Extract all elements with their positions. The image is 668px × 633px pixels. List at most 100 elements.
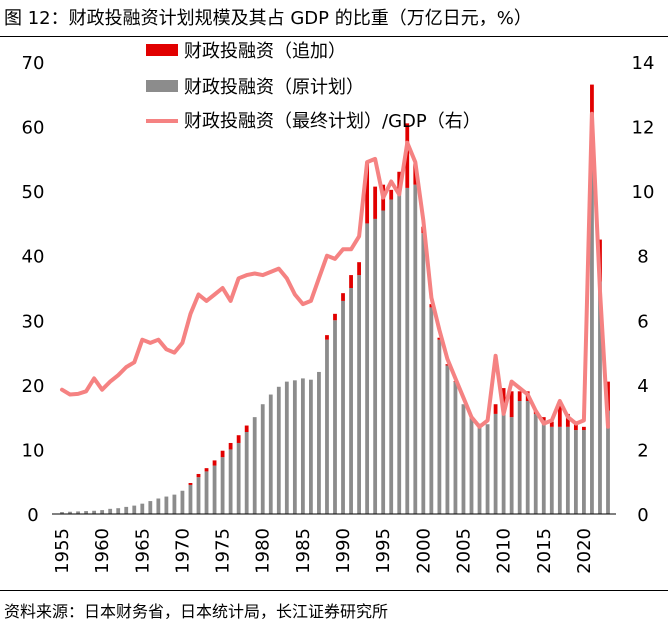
- bar-original-2006: [469, 417, 474, 514]
- bar-original-1957: [76, 511, 80, 514]
- bar-added-1996: [389, 189, 394, 200]
- legend-label-ratio: 财政投融资（最终计划）/GDP（右）: [184, 111, 481, 132]
- x-tick-labels: 1955 1960 1965 1970 1975 1980 1985 1990 1995 2000…: [52, 528, 595, 574]
- bar-added-1994: [373, 186, 378, 219]
- bar-original-1970: [180, 490, 185, 514]
- bar-original-1991: [349, 288, 353, 514]
- bar-original-1968: [164, 496, 169, 514]
- bar-added-1977: [236, 435, 241, 443]
- bar-original-1992: [357, 275, 361, 514]
- bar-original-1960: [100, 510, 105, 514]
- y-right-tick: 6: [637, 311, 648, 332]
- bar-added-2015: [541, 417, 546, 421]
- bar-added-1991: [349, 275, 353, 288]
- bar-original-1998: [405, 187, 410, 514]
- bar-original-2002: [437, 339, 442, 514]
- bar-original-1974: [212, 465, 217, 514]
- bar-original-1969: [172, 494, 177, 514]
- bar-original-2012: [517, 401, 522, 514]
- bar-original-1993: [365, 223, 370, 514]
- bar-original-2022: [598, 281, 602, 514]
- x-tick: 1960: [92, 528, 113, 574]
- bar-original-2017: [557, 426, 562, 514]
- legend-swatch-original: [146, 80, 178, 92]
- bar-original-1964: [132, 505, 137, 514]
- bar-original-1985: [300, 378, 305, 514]
- legend-label-original: 财政投融资（原计划）: [184, 77, 364, 98]
- bar-added-1975: [220, 450, 225, 458]
- bar-original-1963: [124, 506, 129, 514]
- x-tick: 2000: [413, 528, 434, 574]
- bottom-rule: [0, 590, 668, 591]
- bar-original-2005: [461, 404, 466, 514]
- bar-original-1984: [292, 380, 297, 514]
- x-tick: 1970: [172, 528, 193, 574]
- bar-original-1990: [341, 300, 345, 514]
- bar-original-2008: [485, 424, 490, 514]
- bar-added-2017: [557, 401, 562, 427]
- bar-original-1987: [317, 371, 321, 514]
- y-left-tick: 50: [22, 182, 45, 203]
- x-tick: 1990: [333, 528, 354, 574]
- bar-added-1972: [196, 473, 201, 478]
- bar-original-2003: [445, 365, 450, 514]
- y-right-tick: 8: [637, 247, 648, 268]
- y-left-tick: 10: [22, 440, 45, 461]
- bar-original-1997: [397, 191, 402, 514]
- bar-original-1966: [148, 501, 153, 514]
- bar-original-1975: [220, 457, 225, 514]
- x-tick: 2015: [534, 528, 555, 574]
- bar-added-2019: [573, 423, 578, 431]
- bar-original-2020: [582, 430, 586, 514]
- bar-original-1995: [381, 210, 386, 514]
- bar-original-1988: [325, 339, 329, 514]
- bar-original-2019: [573, 430, 578, 514]
- figure-title: 图 12：财政投融资计划规模及其占 GDP 的比重（万亿日元，%）: [4, 8, 532, 29]
- legend-swatch-added: [146, 44, 178, 56]
- bar-original-1956: [68, 511, 72, 514]
- top-rule: [0, 36, 668, 37]
- bar-original-2007: [477, 423, 482, 514]
- y-left-tick: 60: [22, 118, 45, 139]
- x-tick: 1995: [373, 528, 394, 574]
- source-note: 资料来源：日本财务省，日本统计局，长江证券研究所: [4, 602, 389, 621]
- bar-added-1992: [357, 262, 361, 276]
- bar-added-1976: [228, 442, 233, 450]
- bar-added-1974: [212, 460, 217, 466]
- x-tick: 1980: [253, 528, 274, 574]
- bar-original-1971: [188, 484, 193, 514]
- x-tick: 1955: [52, 528, 73, 574]
- bar-original-1959: [92, 510, 97, 514]
- bar-original-1979: [252, 417, 257, 514]
- bar-original-1977: [236, 442, 241, 514]
- x-tick: 2020: [574, 528, 595, 574]
- bar-added-1971: [188, 483, 193, 485]
- bar-added-2009: [493, 404, 498, 414]
- bar-original-1999: [413, 184, 418, 514]
- bar-original-2000: [421, 233, 426, 514]
- bar-original-2011: [509, 417, 514, 514]
- bar-added-1993: [365, 162, 370, 224]
- x-tick: 1975: [213, 528, 234, 574]
- bar-original-2023: [606, 410, 610, 514]
- bar-original-2016: [549, 426, 554, 514]
- bar-original-2015: [541, 420, 546, 514]
- bar-original-1958: [84, 511, 88, 514]
- y-right-tick: 0: [637, 505, 648, 526]
- bar-original-1955: [60, 512, 64, 514]
- bar-original-1994: [373, 218, 378, 514]
- bar-original-2021: [590, 139, 594, 514]
- y-right-tick: 12: [632, 118, 655, 139]
- bar-original-2013: [525, 401, 530, 514]
- bar-original-1965: [140, 503, 145, 514]
- bar-original-1978: [244, 431, 249, 514]
- bar-original-2014: [533, 413, 538, 514]
- bar-original-2001: [429, 307, 434, 514]
- bar-original-1976: [228, 449, 233, 514]
- x-tick: 1965: [132, 528, 153, 574]
- y-right-tick: 2: [637, 440, 648, 461]
- y-left-tick: 40: [22, 247, 45, 268]
- bar-original-1961: [108, 508, 113, 514]
- bar-added-2003: [445, 364, 450, 366]
- chart: 0 10 20 30 40 50 60 70 0 2 4 6 8 10 12 14 1955 1960 1965…: [22, 41, 655, 574]
